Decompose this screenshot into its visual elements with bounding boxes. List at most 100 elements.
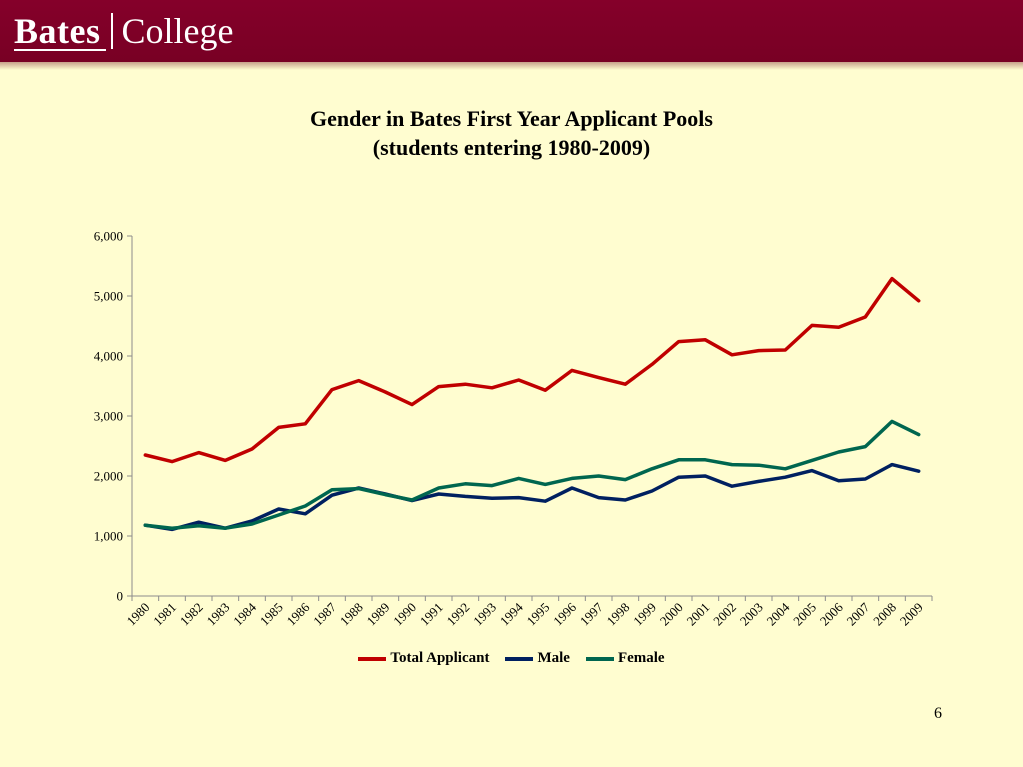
page-number: 6 (934, 705, 942, 722)
x-tick-label: 1988 (337, 600, 366, 629)
x-tick-label: 1982 (177, 600, 206, 629)
data-point-total-applicant (144, 453, 147, 457)
data-point-male (517, 496, 520, 499)
data-point-male (597, 496, 600, 499)
legend-swatch-male (505, 656, 534, 661)
x-tick-label: 2003 (737, 600, 766, 629)
data-point-total-applicant (224, 459, 227, 462)
data-point-female (757, 464, 760, 467)
logo-text-bates: Bates (14, 11, 101, 51)
data-point-male (677, 476, 680, 479)
data-point-female (917, 433, 920, 436)
data-point-female (437, 486, 440, 490)
data-point-male (624, 498, 627, 502)
data-point-female (357, 487, 360, 490)
data-point-total-applicant (330, 388, 334, 391)
data-point-total-applicant (277, 426, 280, 429)
header-banner (0, 0, 1023, 62)
series-line-female (143, 419, 921, 530)
x-tick-label: 1992 (443, 600, 472, 629)
x-tick-label: 2009 (897, 600, 926, 629)
data-point-male (437, 492, 440, 496)
header-shadow (0, 62, 1023, 70)
data-point-male (464, 495, 467, 498)
data-point-total-applicant (304, 422, 307, 425)
data-point-total-applicant (410, 403, 414, 406)
data-point-male (890, 463, 894, 466)
legend-label-male: Male (537, 650, 570, 666)
data-point-male (544, 500, 547, 503)
x-tick-label: 1998 (603, 600, 632, 629)
data-point-female (597, 474, 600, 478)
series-line-male (143, 462, 921, 532)
legend-label-total-applicant: Total Applicant (390, 650, 490, 666)
y-tick-label: 0 (117, 589, 124, 604)
data-point-female (330, 488, 334, 491)
x-tick-label: 1993 (470, 600, 499, 629)
data-point-total-applicant (490, 386, 494, 389)
y-tick-label: 6,000 (94, 229, 123, 244)
x-tick-label: 1997 (577, 599, 606, 628)
x-tick-label: 1989 (363, 600, 392, 629)
data-point-female (784, 467, 787, 470)
data-point-total-applicant (677, 340, 680, 343)
chart-legend: Total Applicant Male Female (0, 650, 1023, 667)
data-point-total-applicant (837, 326, 840, 329)
data-point-female (464, 482, 467, 485)
chart-axes: 01,0002,0003,0004,0005,0006,000198019811… (94, 229, 933, 629)
logo-text-college: College (121, 11, 234, 51)
x-tick-label: 1999 (630, 600, 659, 629)
x-tick-label: 2002 (710, 600, 739, 629)
data-point-male (197, 521, 200, 524)
data-point-total-applicant (197, 451, 200, 454)
data-point-male (810, 469, 814, 472)
data-point-total-applicant (864, 315, 867, 319)
y-tick-label: 2,000 (94, 469, 123, 484)
data-point-total-applicant (650, 363, 654, 366)
x-tick-label: 2001 (683, 600, 712, 629)
logo-underline (14, 49, 106, 51)
data-point-male (757, 480, 760, 483)
data-point-female (837, 450, 840, 454)
data-point-total-applicant (544, 389, 547, 392)
data-point-total-applicant (464, 383, 467, 386)
data-point-male (304, 512, 307, 515)
data-point-female (517, 477, 520, 480)
data-point-female (624, 478, 627, 481)
data-point-male (837, 479, 840, 482)
x-tick-label: 1990 (390, 600, 419, 629)
x-tick-label: 1995 (523, 600, 552, 629)
data-point-total-applicant (170, 460, 174, 463)
x-tick-label: 2005 (790, 600, 819, 629)
x-tick-label: 2007 (843, 599, 872, 628)
data-point-female (277, 513, 280, 517)
data-point-female (650, 467, 654, 470)
data-point-total-applicant (570, 369, 574, 372)
data-point-male (730, 485, 734, 488)
data-point-total-applicant (437, 385, 440, 388)
data-point-male (864, 477, 867, 481)
data-point-total-applicant (384, 390, 387, 394)
x-tick-label: 1984 (230, 599, 259, 628)
series-line-total-applicant (143, 276, 921, 464)
y-tick-label: 5,000 (94, 289, 123, 304)
data-point-female (704, 458, 707, 461)
x-tick-label: 1983 (203, 600, 232, 629)
x-tick-label: 1986 (283, 599, 312, 628)
x-tick-label: 1985 (257, 600, 286, 629)
legend-item-total-applicant: Total Applicant (358, 650, 489, 667)
data-point-male (917, 470, 920, 473)
data-point-male (704, 474, 707, 478)
data-point-total-applicant (357, 379, 360, 382)
x-tick-label: 2006 (817, 599, 846, 628)
data-point-total-applicant (517, 378, 520, 382)
logo-divider (110, 13, 113, 49)
y-tick-label: 1,000 (94, 529, 123, 544)
data-point-female (730, 463, 734, 466)
chart-subtitle: (students entering 1980-2009) (372, 135, 651, 160)
legend-item-female: Female (585, 650, 665, 667)
chart-title: Gender in Bates First Year Applicant Poo… (310, 106, 713, 131)
data-point-total-applicant (784, 348, 787, 352)
x-tick-label: 1980 (123, 600, 152, 629)
bates-college-logo: Bates College (14, 10, 233, 52)
